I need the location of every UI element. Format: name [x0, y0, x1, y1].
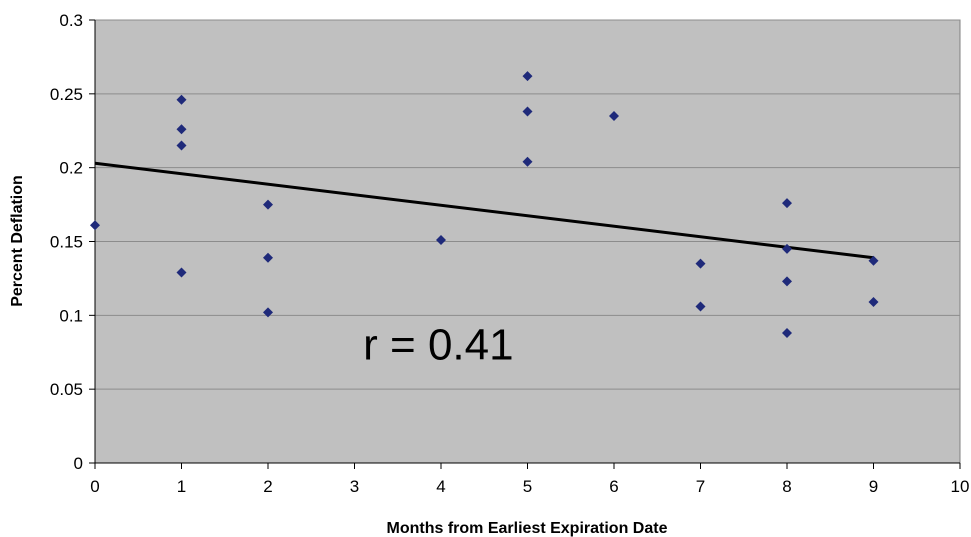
data-point: [782, 276, 792, 287]
data-point: [782, 198, 792, 209]
x-tick-label: 1: [177, 477, 186, 496]
data-point: [90, 220, 100, 231]
data-point: [263, 307, 273, 318]
x-tick-label: 3: [350, 477, 359, 496]
data-point: [263, 199, 273, 210]
x-tick-label: 6: [609, 477, 618, 496]
x-tick-label: 10: [951, 477, 970, 496]
data-point: [522, 156, 533, 167]
x-tick-label: 0: [90, 477, 99, 496]
y-tick-label: 0.25: [50, 85, 83, 104]
x-tick-label: 4: [436, 477, 445, 496]
axes: [89, 19, 961, 469]
data-point: [868, 297, 879, 308]
y-tick-label: 0: [74, 454, 83, 473]
x-tick-label: 7: [696, 477, 705, 496]
data-point: [609, 110, 619, 121]
trendline-layer: [94, 161, 874, 260]
gridlines: [95, 19, 960, 390]
data-point: [782, 328, 792, 339]
y-tick-label: 0.3: [59, 11, 83, 30]
data-point: [695, 301, 706, 312]
trendline: [94, 161, 874, 260]
x-axis-title: Months from Earliest Expiration Date: [387, 520, 668, 537]
data-point: [522, 106, 533, 117]
y-tick-label: 0.2: [59, 159, 83, 178]
data-point: [782, 243, 792, 254]
data-point: [176, 267, 187, 278]
data-point: [176, 94, 187, 105]
y-tick-label: 0.05: [50, 380, 83, 399]
tick-labels: 0 0.05 0.1 0.15 0.2 0.25 0.3 0 1 2 3 4 5 6 7 8 9 10: [50, 11, 970, 496]
x-tick-label: 9: [869, 477, 878, 496]
data-point: [263, 252, 273, 263]
x-tick-label: 8: [782, 477, 791, 496]
x-tick-label: 5: [523, 477, 532, 496]
data-point: [176, 140, 187, 151]
data-point: [522, 71, 533, 82]
x-tick-label: 2: [263, 477, 272, 496]
data-point: [695, 258, 706, 269]
correlation-annotation: r = 0.41: [363, 321, 513, 370]
y-axis-title: Percent Deflation: [9, 175, 26, 307]
data-points: [90, 71, 879, 339]
data-point: [436, 235, 446, 246]
y-tick-label: 0.1: [59, 306, 83, 325]
data-point: [176, 124, 187, 135]
y-tick-label: 0.15: [50, 233, 83, 252]
data-point: [868, 255, 879, 266]
